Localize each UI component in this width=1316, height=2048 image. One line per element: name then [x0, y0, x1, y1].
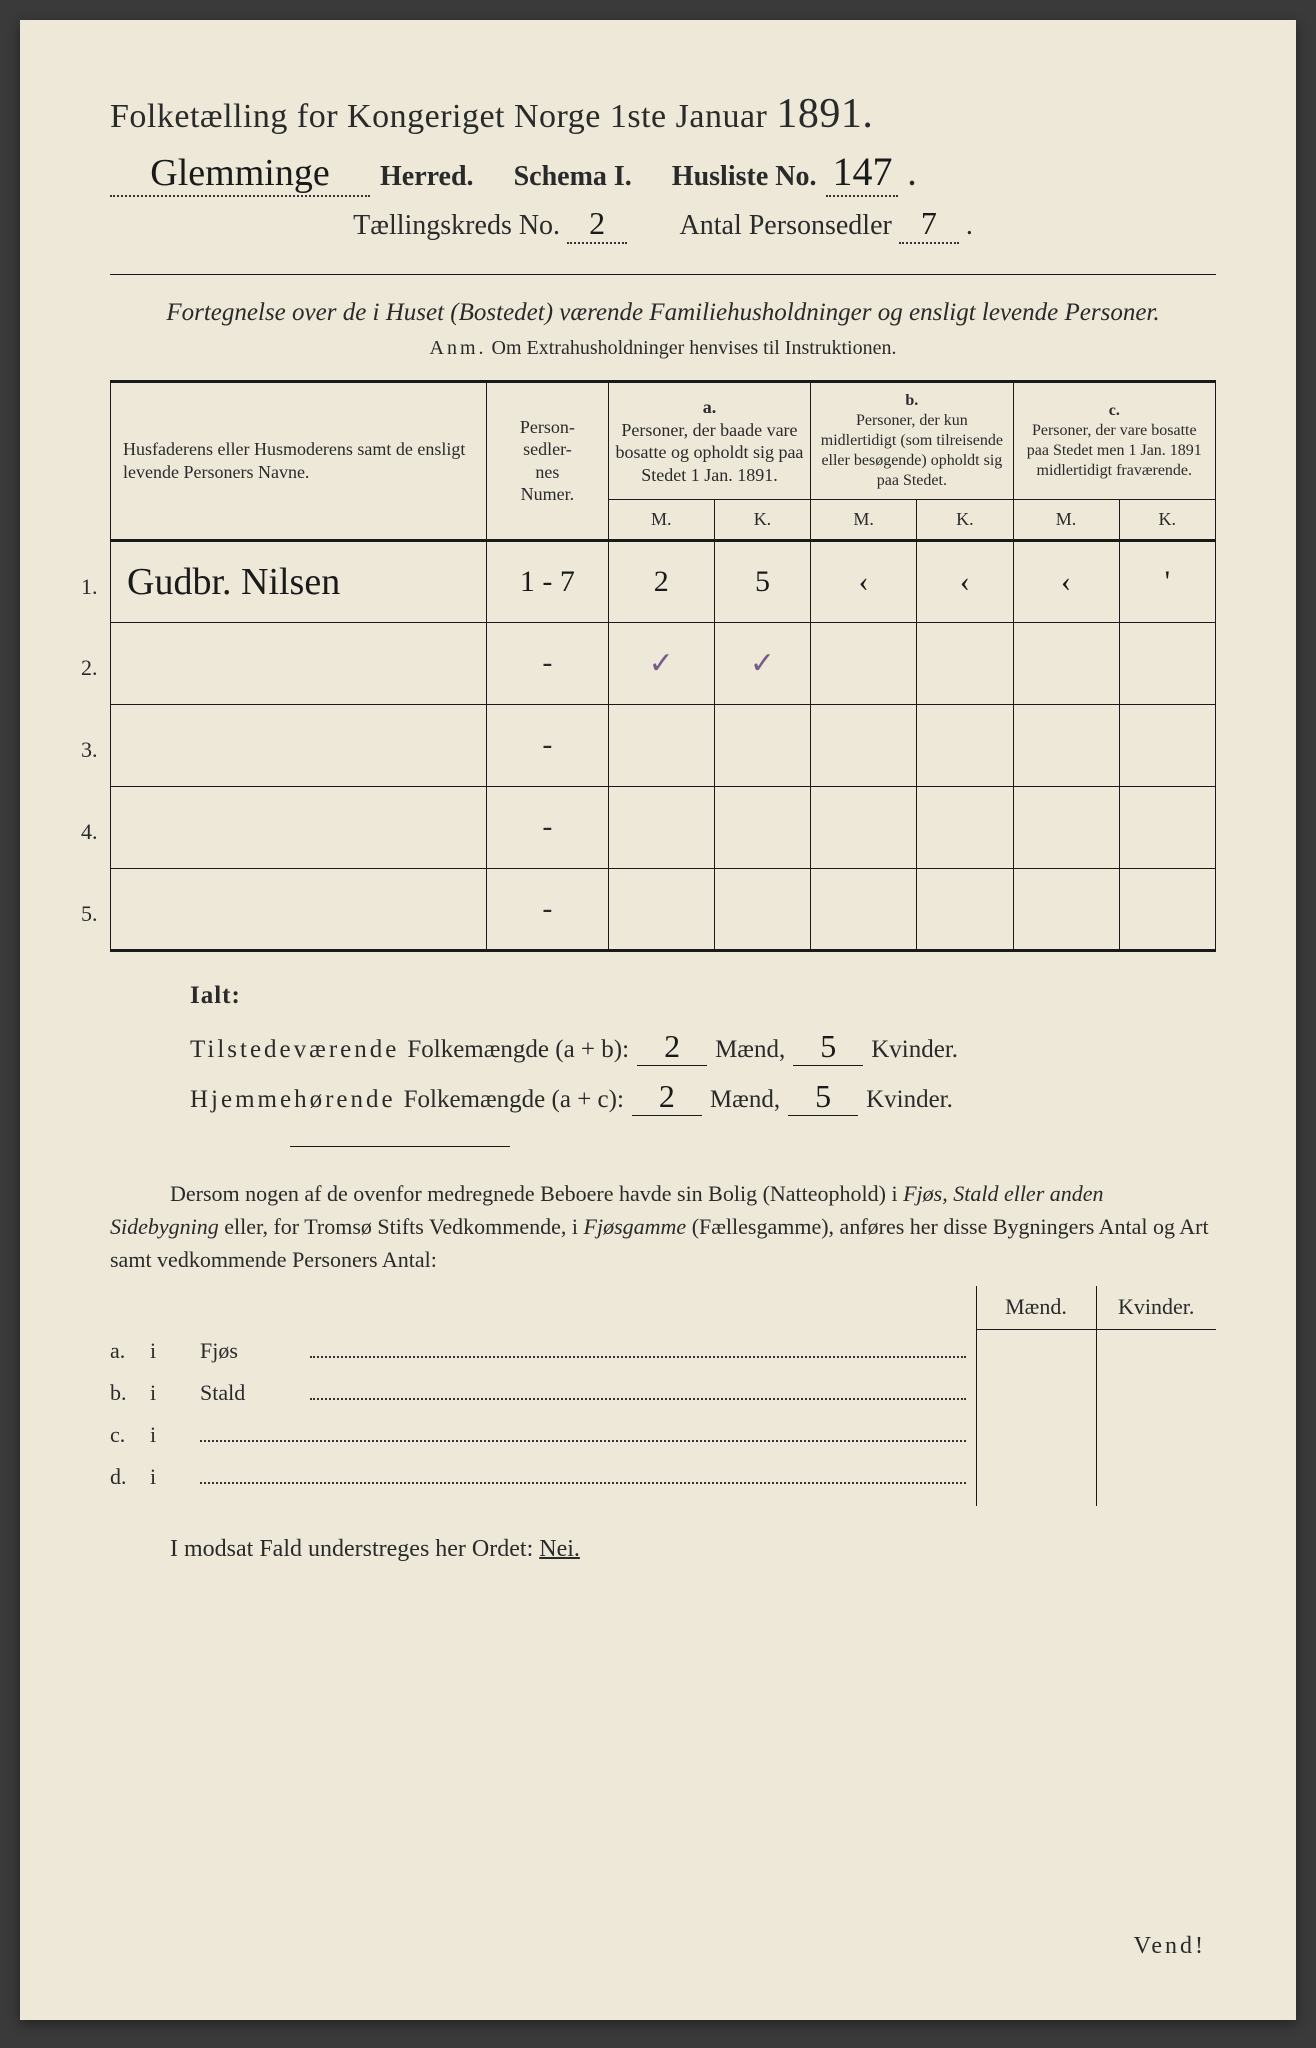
btable-kvinder: Kvinder. — [1096, 1286, 1216, 1330]
census-form-page: Folketælling for Kongeriget Norge 1ste J… — [20, 20, 1296, 2020]
schema-label: Schema I. — [514, 161, 632, 193]
dotted-line — [310, 1378, 966, 1400]
summary-line-2: Hjemmehørende Folkemængde (a + c): 2 Mæn… — [190, 1078, 1216, 1116]
building-count-table: Mænd.Kvinder. — [976, 1286, 1217, 1506]
building-row: d. i — [110, 1462, 976, 1490]
divider — [110, 274, 1216, 275]
vend-label: Vend! — [1134, 1933, 1206, 1960]
nei-line: I modsat Fald understreges her Ordet: Ne… — [110, 1536, 1216, 1563]
household-table: Husfaderens eller Husmoderens samt de en… — [110, 380, 1216, 952]
row1-name: Gudbr. Nilsen — [127, 561, 340, 603]
col-num-header: Person- sedler- nes Numer. — [487, 382, 609, 541]
building-row: a. i Fjøs — [110, 1336, 976, 1364]
building-section: a. i Fjøs b. i Stald c. i d. i — [110, 1286, 1216, 1506]
building-list: a. i Fjøs b. i Stald c. i d. i — [110, 1286, 976, 1504]
row1-num: 1 - 7 — [487, 540, 609, 622]
row5-dash: - — [487, 868, 609, 950]
table-row: 2. - ✓ ✓ — [111, 622, 1216, 704]
col-b-m: M. — [811, 500, 917, 541]
husliste-label: Husliste No. — [672, 161, 817, 193]
row2-aM: ✓ — [608, 622, 714, 704]
dotted-line — [200, 1420, 966, 1442]
summary-block: Ialt: Tilstedeværende Folkemængde (a + b… — [190, 982, 1216, 1116]
summary-line-1: Tilstedeværende Folkemængde (a + b): 2 M… — [190, 1028, 1216, 1066]
col-c-header: c. Personer, der vare bosatte paa Stedet… — [1013, 382, 1215, 500]
row1-cM: ‹ — [1013, 540, 1119, 622]
personsedler-label: Antal Personsedler — [680, 210, 892, 241]
husliste-no: 147 — [826, 148, 898, 197]
row1-bK: ‹ — [917, 540, 1013, 622]
nei-word: Nei. — [539, 1536, 580, 1562]
row2-aK: ✓ — [714, 622, 810, 704]
table-row: 5. - — [111, 868, 1216, 950]
col-b-header: b. Personer, der kun midlertidigt (som t… — [811, 382, 1013, 500]
personsedler-no: 7 — [899, 205, 959, 244]
anm-text: Om Extrahusholdninger henvises til Instr… — [492, 337, 897, 359]
sum1-m: 2 — [637, 1028, 707, 1066]
short-divider — [290, 1146, 510, 1147]
header-line-3: Tællingskreds No. 2 Antal Personsedler 7… — [110, 205, 1216, 244]
building-row: c. i — [110, 1420, 976, 1448]
herred-label: Herred. — [380, 161, 474, 193]
row2-dash: - — [487, 622, 609, 704]
subtitle: Fortegnelse over de i Huset (Bostedet) v… — [110, 299, 1216, 327]
building-paragraph: Dersom nogen af de ovenfor medregnede Be… — [110, 1177, 1216, 1276]
kreds-no: 2 — [567, 205, 627, 244]
table-row: 3. - — [111, 704, 1216, 786]
col-a-m: M. — [608, 500, 714, 541]
table-row: 4. - — [111, 786, 1216, 868]
dotted-line — [200, 1462, 966, 1484]
row1-aM: 2 — [608, 540, 714, 622]
btable-maend: Mænd. — [976, 1286, 1096, 1330]
table-row: 1.Gudbr. Nilsen 1 - 7 2 5 ‹ ‹ ‹ ' — [111, 540, 1216, 622]
col-a-header: a. Personer, der baade vare bosatte og o… — [608, 382, 810, 500]
sum1-k: 5 — [793, 1028, 863, 1066]
row3-dash: - — [487, 704, 609, 786]
col-c-k: K. — [1119, 500, 1215, 541]
col-a-k: K. — [714, 500, 810, 541]
row1-cK: ' — [1119, 540, 1215, 622]
kreds-label: Tællingskreds No. — [353, 210, 560, 241]
sum2-m: 2 — [632, 1078, 702, 1116]
page-title: Folketælling for Kongeriget Norge 1ste J… — [110, 90, 1216, 138]
title-text: Folketælling for Kongeriget Norge 1ste J… — [110, 98, 767, 135]
col-b-k: K. — [917, 500, 1013, 541]
col-name-header: Husfaderens eller Husmoderens samt de en… — [111, 382, 487, 541]
anm-note: Anm. Om Extrahusholdninger henvises til … — [110, 337, 1216, 360]
header-line-2: Glemminge Herred. Schema I. Husliste No.… — [110, 148, 1216, 197]
herred-handwritten: Glemminge — [110, 151, 370, 197]
row1-aK: 5 — [714, 540, 810, 622]
building-row: b. i Stald — [110, 1378, 976, 1406]
anm-label: Anm. — [430, 337, 487, 359]
ialt-title: Ialt: — [190, 982, 1216, 1010]
sum2-k: 5 — [788, 1078, 858, 1116]
row4-dash: - — [487, 786, 609, 868]
title-year: 1891. — [776, 91, 873, 137]
row1-bM: ‹ — [811, 540, 917, 622]
col-c-m: M. — [1013, 500, 1119, 541]
dotted-line — [310, 1336, 966, 1358]
